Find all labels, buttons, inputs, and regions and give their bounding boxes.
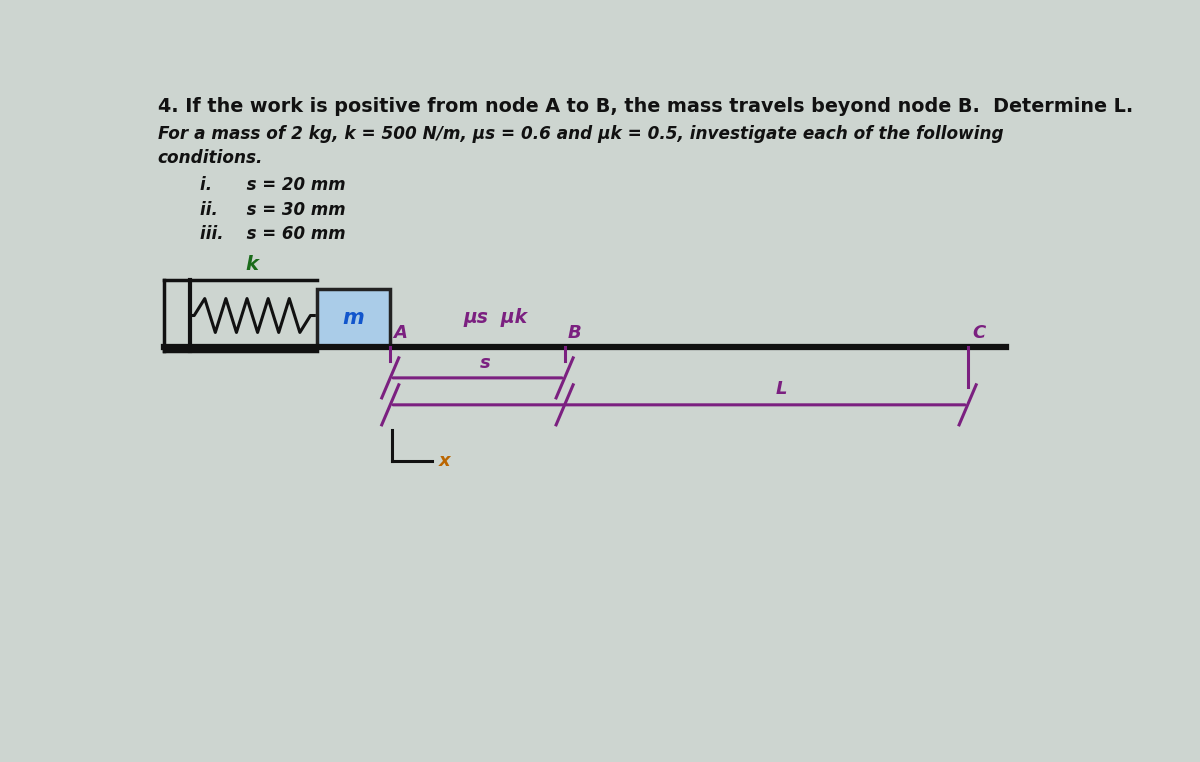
- Text: k: k: [246, 255, 259, 274]
- Text: i.      s = 20 mm: i. s = 20 mm: [200, 176, 346, 194]
- Text: ii.     s = 30 mm: ii. s = 30 mm: [200, 200, 346, 219]
- Text: B: B: [568, 325, 582, 342]
- Bar: [317, 290, 390, 347]
- Text: μs  μk: μs μk: [464, 308, 528, 327]
- Text: conditions.: conditions.: [157, 149, 263, 167]
- Text: For a mass of 2 kg, k = 500 N/m, μs = 0.6 and μk = 0.5, investigate each of the : For a mass of 2 kg, k = 500 N/m, μs = 0.…: [157, 125, 1003, 143]
- Text: x: x: [438, 452, 450, 470]
- Text: L: L: [776, 380, 787, 398]
- Text: 4. If the work is positive from node A to B, the mass travels beyond node B.  De: 4. If the work is positive from node A t…: [157, 97, 1133, 116]
- Text: A: A: [394, 325, 407, 342]
- Text: iii.    s = 60 mm: iii. s = 60 mm: [200, 226, 346, 243]
- Text: m: m: [342, 308, 365, 328]
- Text: s: s: [480, 354, 491, 373]
- Text: C: C: [972, 325, 985, 342]
